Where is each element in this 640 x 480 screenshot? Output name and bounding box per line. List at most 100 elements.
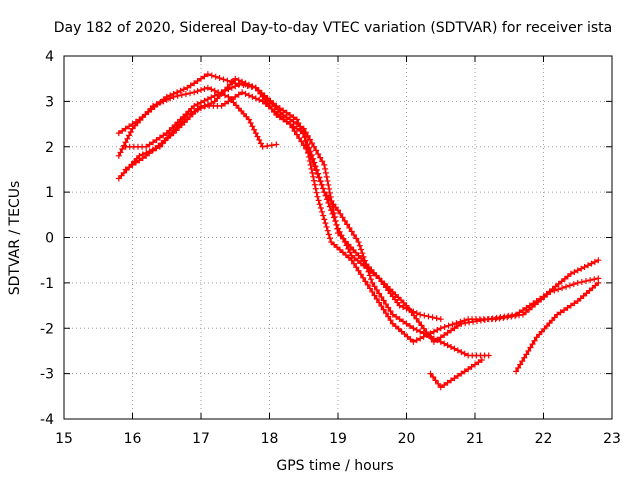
data-point <box>304 141 311 148</box>
data-point <box>322 169 329 176</box>
data-point <box>557 309 564 316</box>
data-point <box>462 320 469 327</box>
data-point <box>517 361 524 368</box>
data-point <box>381 280 388 287</box>
data-point <box>337 210 344 217</box>
data-point <box>394 299 401 306</box>
data-point <box>136 116 143 123</box>
data-point <box>273 141 280 148</box>
data-point <box>485 352 492 359</box>
data-point <box>403 302 410 309</box>
data-point <box>212 73 219 80</box>
series-trace <box>118 77 600 343</box>
data-point <box>555 280 562 287</box>
data-point <box>188 105 195 112</box>
data-point <box>567 270 574 277</box>
data-point <box>516 309 523 316</box>
data-point <box>465 366 472 373</box>
data-point <box>353 264 360 271</box>
data-point <box>470 318 477 325</box>
data-point <box>304 132 311 139</box>
data-point <box>417 335 424 342</box>
data-point <box>410 325 417 332</box>
data-point <box>380 297 387 304</box>
data-point <box>533 298 540 305</box>
data-point <box>208 86 215 93</box>
data-point <box>330 214 337 221</box>
data-point <box>283 109 290 116</box>
data-point <box>408 309 415 316</box>
data-point <box>174 89 181 96</box>
data-point <box>117 149 124 156</box>
data-point <box>509 312 516 319</box>
data-point <box>287 111 294 118</box>
data-point <box>256 96 263 103</box>
data-point <box>146 141 153 148</box>
data-point <box>153 136 160 143</box>
data-point <box>310 173 317 180</box>
data-point <box>256 136 263 143</box>
data-point <box>182 91 189 98</box>
data-point <box>341 239 348 246</box>
y-axis-label: SDTVAR / TECUs <box>7 181 23 296</box>
data-point <box>434 336 441 343</box>
data-point <box>139 114 146 121</box>
data-point <box>326 203 333 210</box>
data-point <box>129 121 136 128</box>
data-point <box>308 152 315 158</box>
data-point <box>283 118 290 125</box>
data-point <box>313 189 320 196</box>
data-point <box>119 146 126 153</box>
data-point <box>403 320 410 327</box>
data-point <box>191 102 198 109</box>
data-point <box>221 87 228 94</box>
data-point <box>564 273 571 280</box>
data-point <box>355 267 362 274</box>
data-point <box>591 276 598 283</box>
data-point <box>266 102 273 109</box>
data-point <box>333 221 340 228</box>
data-point <box>326 185 333 192</box>
data-point <box>348 252 355 259</box>
data-point <box>368 276 375 283</box>
data-point <box>512 312 519 319</box>
data-point <box>276 114 283 121</box>
data-point <box>150 139 157 146</box>
data-point <box>448 327 455 334</box>
data-point <box>232 83 239 90</box>
data-point <box>313 166 320 173</box>
data-point <box>132 118 139 125</box>
data-point <box>413 337 420 344</box>
data-point <box>360 262 367 269</box>
data-point <box>410 312 417 319</box>
data-point <box>454 347 461 354</box>
data-point <box>328 207 335 214</box>
data-point <box>235 91 242 98</box>
data-point <box>549 285 556 292</box>
data-point <box>529 341 536 348</box>
data-point <box>143 143 150 150</box>
data-point <box>454 372 461 379</box>
data-point <box>314 193 321 200</box>
data-point <box>521 354 528 361</box>
data-point <box>458 370 465 377</box>
data-point <box>220 76 227 83</box>
data-point <box>208 94 215 101</box>
data-point <box>339 214 346 221</box>
data-point <box>143 149 150 156</box>
y-tick-label: -4 <box>40 412 54 428</box>
data-point <box>249 123 256 130</box>
data-point <box>441 340 448 347</box>
data-point <box>418 322 425 329</box>
data-point <box>259 143 266 150</box>
data-point <box>527 344 534 351</box>
data-point <box>329 210 336 217</box>
data-point <box>177 116 184 123</box>
data-point <box>369 279 376 286</box>
data-point <box>585 262 592 269</box>
data-point <box>170 90 177 97</box>
data-point <box>308 140 315 147</box>
data-point <box>239 80 246 87</box>
data-point <box>519 358 526 365</box>
